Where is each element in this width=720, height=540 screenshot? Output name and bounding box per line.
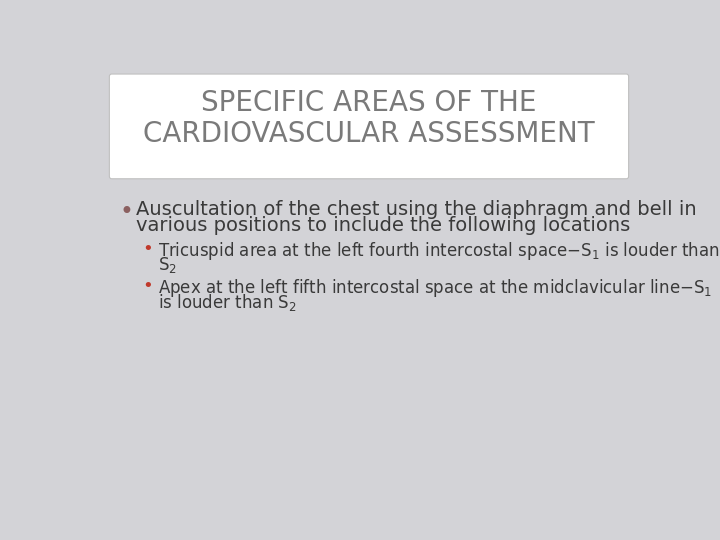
Text: various positions to include the following locations: various positions to include the followi… (137, 217, 631, 235)
Text: •: • (120, 200, 133, 224)
Text: CARDIOVASCULAR ASSESSMENT: CARDIOVASCULAR ASSESSMENT (143, 120, 595, 148)
Text: SPECIFIC AREAS OF THE: SPECIFIC AREAS OF THE (202, 89, 536, 117)
Text: Apex at the left fifth intercostal space at the midclavicular line$\mathregular{: Apex at the left fifth intercostal space… (158, 276, 713, 299)
Text: is louder than $\mathregular{S_2}$: is louder than $\mathregular{S_2}$ (158, 292, 297, 313)
FancyBboxPatch shape (109, 74, 629, 179)
Text: $\mathregular{S_2}$: $\mathregular{S_2}$ (158, 255, 177, 275)
Text: Auscultation of the chest using the diaphragm and bell in: Auscultation of the chest using the diap… (137, 200, 697, 219)
Text: •: • (143, 276, 153, 294)
Text: Tricuspid area at the left fourth intercostal space$\mathregular{-S_1}$ is loude: Tricuspid area at the left fourth interc… (158, 240, 720, 261)
Text: •: • (143, 240, 153, 258)
